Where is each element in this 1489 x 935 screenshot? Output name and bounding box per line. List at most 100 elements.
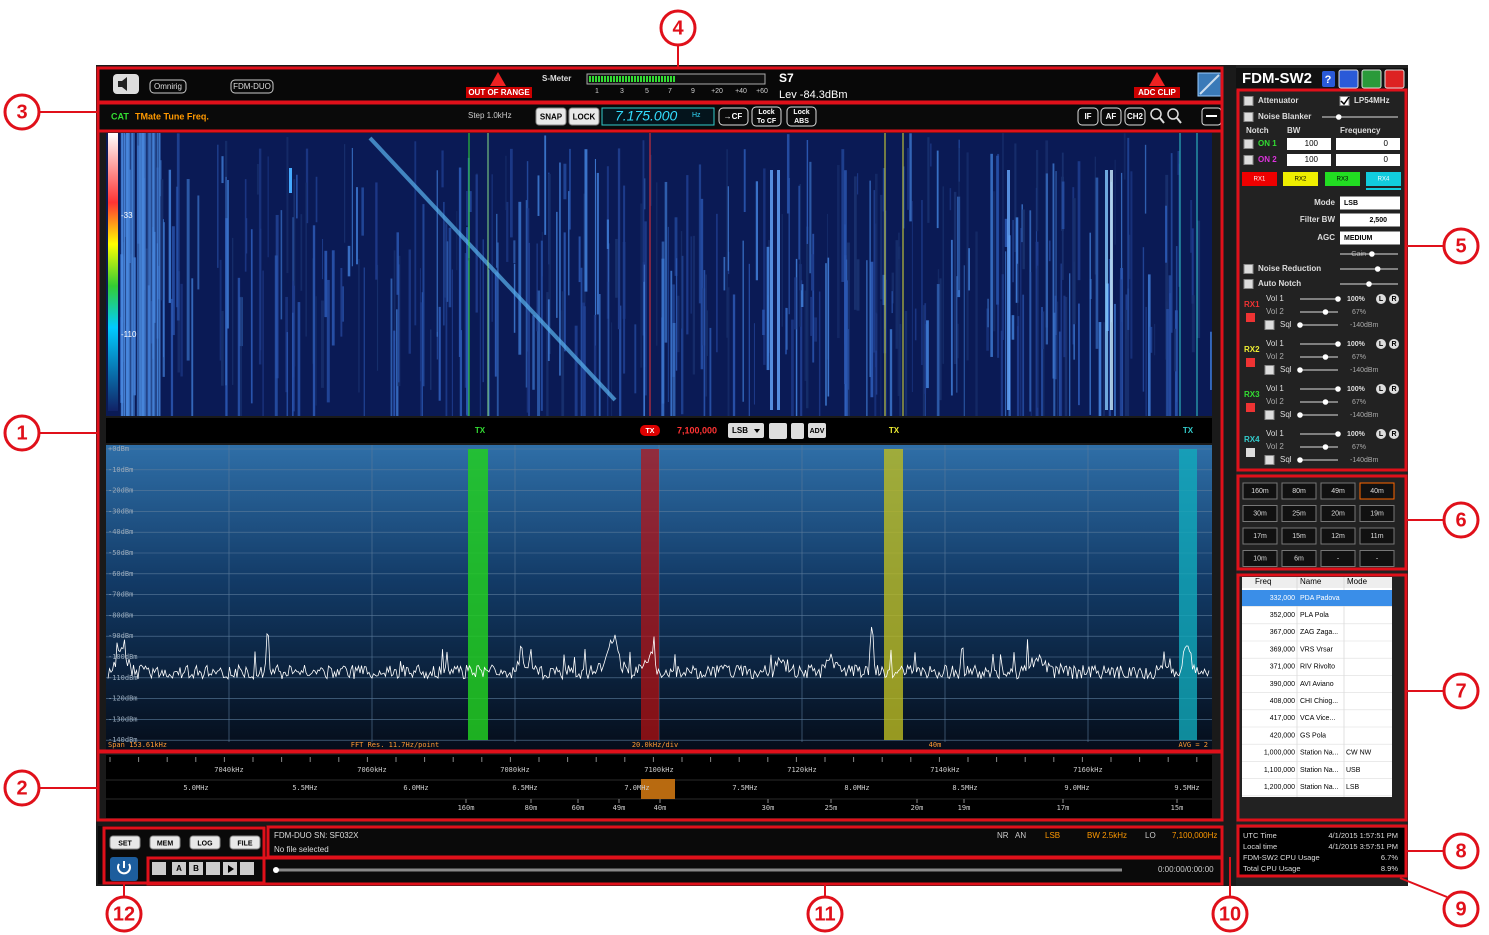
label: L (1379, 431, 1384, 438)
label: 390,000 (1270, 681, 1295, 688)
waterfall-trace (124, 133, 125, 416)
slider-thumb[interactable] (1323, 399, 1329, 405)
label: B (193, 864, 199, 873)
label: FDM-SW2 CPU Usage (1243, 853, 1320, 862)
label: -30dBm (108, 507, 133, 515)
mute-icon[interactable] (1246, 448, 1255, 457)
waterfall-trace (777, 170, 780, 410)
label: -40dBm (108, 528, 133, 536)
waterfall-trace (937, 284, 940, 416)
waterfall-trace (857, 259, 860, 310)
checkbox[interactable] (1244, 156, 1253, 165)
waterfall-trace (927, 137, 929, 223)
label: 100% (1347, 431, 1366, 438)
waterfall-trace (854, 176, 857, 309)
slider-thumb[interactable] (1335, 296, 1341, 302)
checkbox[interactable] (1244, 113, 1253, 122)
waterfall-trace (414, 141, 416, 325)
button-label: Omnirig (154, 82, 182, 91)
label: 7 (668, 88, 672, 95)
window-button[interactable] (1385, 70, 1404, 88)
label: 160m (1251, 488, 1269, 495)
slider-thumb[interactable] (1375, 266, 1381, 272)
playback-button[interactable] (240, 862, 254, 875)
checkbox[interactable] (1265, 456, 1274, 465)
slider-thumb[interactable] (1297, 322, 1303, 328)
slider-thumb[interactable] (1366, 281, 1372, 287)
label: 7060kHz (357, 766, 387, 774)
slider-thumb[interactable] (1335, 386, 1341, 392)
waterfall-trace (313, 225, 315, 416)
waterfall-trace (1143, 247, 1144, 391)
waterfall-trace (1130, 171, 1132, 358)
power-button[interactable] (110, 857, 138, 881)
slider-thumb[interactable] (1297, 367, 1303, 373)
waterfall-trace (151, 133, 152, 416)
waterfall-trace (866, 260, 867, 416)
label: Vol 2 (1266, 397, 1284, 406)
waterfall-trace (348, 246, 351, 276)
label: RX3 (1337, 177, 1349, 183)
slider-thumb[interactable] (1335, 341, 1341, 347)
mute-icon[interactable] (1246, 313, 1255, 322)
waterfall-trace (191, 278, 193, 416)
waterfall-trace (488, 270, 489, 416)
checkbox[interactable] (1265, 411, 1274, 420)
label: 332,000 (1270, 595, 1295, 602)
label: 40m (1370, 488, 1384, 495)
checkbox[interactable] (1244, 140, 1253, 149)
waterfall-trace (575, 326, 578, 416)
mute-icon[interactable] (1246, 403, 1255, 412)
waterfall-trace (915, 309, 917, 341)
checkbox[interactable] (1265, 321, 1274, 330)
loop-button[interactable] (152, 862, 166, 875)
callout-number: 5 (1455, 235, 1466, 257)
screenshot: OmnirigFDM-DUOOUT OF RANGES-Meter13579+2… (0, 0, 1489, 935)
waterfall-trace (518, 202, 521, 355)
checkbox[interactable] (1244, 280, 1253, 289)
slider-thumb[interactable] (1323, 354, 1329, 360)
waterfall-trace (921, 200, 923, 365)
callout-number: 4 (672, 17, 684, 39)
waterfall-trace (456, 211, 457, 270)
label: Attenuator (1258, 96, 1298, 105)
waterfall-trace (726, 149, 728, 337)
checkbox[interactable] (1244, 265, 1253, 274)
window-button[interactable] (1362, 70, 1381, 88)
label: 4/1/2015 1:57:51 PM (1328, 831, 1398, 840)
mute-icon[interactable] (1246, 358, 1255, 367)
checkbox[interactable] (1265, 366, 1274, 375)
progress-thumb[interactable] (273, 867, 279, 873)
usb-button[interactable] (791, 423, 804, 439)
slider-thumb[interactable] (1297, 457, 1303, 463)
input[interactable] (1336, 138, 1400, 150)
waterfall-trace (332, 250, 335, 345)
slider-thumb[interactable] (1297, 412, 1303, 418)
label: 19m (1370, 510, 1384, 517)
label: 8.9% (1381, 864, 1398, 873)
slider-thumb[interactable] (1323, 444, 1329, 450)
label: Name (1300, 577, 1322, 586)
input[interactable] (1336, 154, 1400, 166)
waterfall-trace (141, 133, 142, 416)
slider-thumb[interactable] (1323, 309, 1329, 315)
waterfall-trace (828, 258, 830, 397)
slider-thumb[interactable] (1369, 251, 1375, 257)
label: Span 153.61kHz (108, 741, 167, 749)
label: 1,100,000 (1264, 767, 1295, 774)
checkbox[interactable] (1244, 97, 1253, 106)
label: 6.5MHz (512, 784, 537, 792)
smeter-segment (673, 76, 675, 82)
slider-thumb[interactable] (1335, 431, 1341, 437)
playback-button[interactable] (206, 862, 220, 875)
waterfall-trace (643, 265, 645, 416)
mic-button[interactable] (769, 423, 787, 439)
label: Station Na... (1300, 784, 1339, 791)
waterfall-trace (298, 302, 301, 416)
waterfall-trace (597, 173, 599, 315)
waterfall-trace (300, 214, 302, 291)
slider-thumb[interactable] (1336, 114, 1342, 120)
label: CAT (111, 111, 129, 121)
window-button[interactable] (1339, 70, 1358, 88)
smeter-segment (655, 76, 657, 82)
